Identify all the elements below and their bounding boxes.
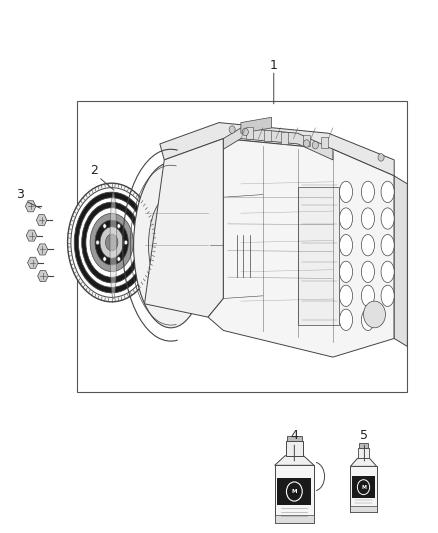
Text: 2: 2: [90, 164, 98, 177]
Ellipse shape: [96, 240, 99, 245]
Ellipse shape: [381, 181, 394, 203]
Circle shape: [364, 301, 385, 328]
Ellipse shape: [381, 235, 394, 256]
Ellipse shape: [78, 198, 145, 287]
Text: 5: 5: [360, 430, 368, 442]
Bar: [246, 127, 253, 139]
Bar: [277, 478, 311, 505]
Ellipse shape: [74, 192, 149, 293]
Polygon shape: [160, 123, 394, 176]
Ellipse shape: [106, 234, 118, 251]
Circle shape: [164, 232, 186, 259]
Bar: [350, 466, 377, 512]
Bar: [352, 475, 375, 498]
Ellipse shape: [134, 163, 208, 328]
Ellipse shape: [103, 257, 106, 261]
Ellipse shape: [339, 208, 353, 229]
Bar: [359, 443, 368, 448]
Ellipse shape: [67, 183, 156, 302]
Ellipse shape: [381, 261, 394, 282]
Polygon shape: [394, 176, 407, 346]
Ellipse shape: [71, 188, 152, 297]
Text: M: M: [292, 489, 297, 494]
Bar: [298, 187, 339, 325]
Ellipse shape: [361, 235, 374, 256]
Ellipse shape: [148, 196, 193, 295]
Ellipse shape: [117, 224, 120, 228]
Ellipse shape: [361, 208, 374, 229]
Ellipse shape: [103, 224, 106, 228]
Ellipse shape: [381, 208, 394, 229]
Polygon shape: [38, 271, 48, 281]
Bar: [358, 448, 369, 458]
Text: 4: 4: [290, 430, 298, 442]
Ellipse shape: [100, 227, 124, 258]
Ellipse shape: [117, 257, 120, 261]
Polygon shape: [350, 458, 377, 466]
Ellipse shape: [339, 261, 353, 282]
Circle shape: [312, 141, 318, 149]
Ellipse shape: [110, 192, 117, 298]
Polygon shape: [37, 244, 48, 255]
Ellipse shape: [86, 208, 138, 277]
Ellipse shape: [82, 202, 141, 283]
Ellipse shape: [381, 285, 394, 306]
Bar: [321, 137, 328, 149]
Ellipse shape: [361, 181, 374, 203]
Ellipse shape: [339, 181, 353, 203]
Ellipse shape: [124, 240, 127, 245]
Ellipse shape: [90, 213, 133, 272]
Ellipse shape: [361, 309, 374, 330]
Polygon shape: [25, 201, 36, 212]
Bar: [303, 134, 310, 146]
Text: 3: 3: [16, 188, 24, 201]
Ellipse shape: [339, 235, 353, 256]
Polygon shape: [275, 456, 314, 465]
Ellipse shape: [95, 220, 128, 265]
Circle shape: [229, 126, 235, 133]
Bar: [286, 441, 303, 456]
Polygon shape: [28, 257, 38, 268]
Bar: [281, 132, 288, 143]
Polygon shape: [145, 139, 223, 317]
Text: 1: 1: [270, 59, 278, 71]
Polygon shape: [208, 139, 394, 357]
Bar: [264, 130, 271, 141]
Polygon shape: [241, 117, 272, 133]
Bar: [275, 515, 314, 523]
Ellipse shape: [361, 285, 374, 306]
Bar: [350, 506, 377, 512]
Polygon shape: [223, 128, 333, 160]
Circle shape: [242, 128, 248, 136]
Bar: [287, 435, 302, 441]
Circle shape: [304, 140, 310, 147]
Ellipse shape: [339, 309, 353, 330]
Ellipse shape: [339, 285, 353, 306]
Ellipse shape: [361, 261, 374, 282]
Text: M: M: [361, 484, 366, 490]
Bar: [275, 465, 314, 523]
Circle shape: [378, 154, 384, 161]
Bar: [77, 101, 407, 392]
Polygon shape: [36, 215, 47, 225]
Polygon shape: [26, 230, 37, 241]
